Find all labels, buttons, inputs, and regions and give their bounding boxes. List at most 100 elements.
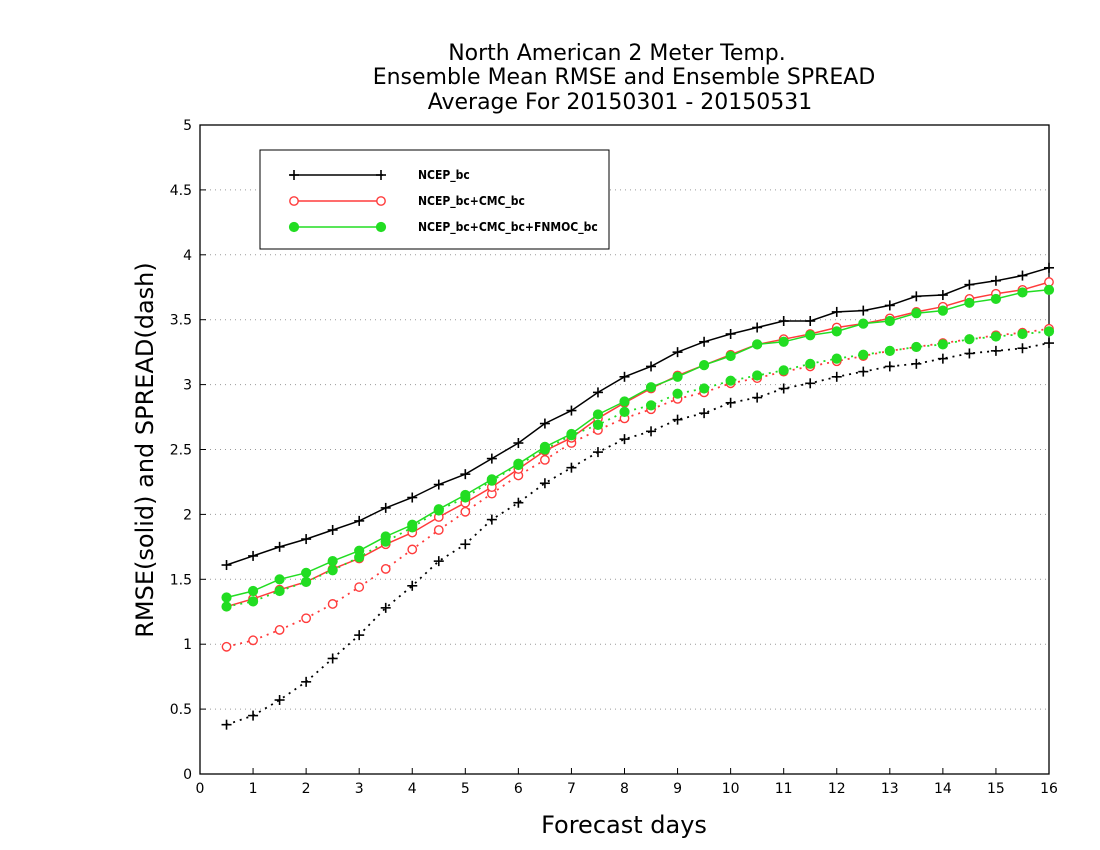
y-tick-label-7: 3.5 — [170, 313, 192, 329]
series-1-spread-point-12 — [540, 454, 550, 465]
x-tick-label-13: 13 — [881, 781, 899, 797]
series-0-spread-point-28 — [964, 348, 975, 359]
series-0-spread-point-9 — [460, 539, 471, 550]
series-2-rmse-point-2 — [274, 574, 285, 585]
series-0-rmse-point-20 — [752, 322, 763, 333]
series-2-spread-point-27 — [937, 339, 948, 350]
series-0-spread-point-7 — [407, 580, 418, 591]
x-tick-label-8: 8 — [620, 781, 629, 797]
y-axis-label: RMSE(solid) and SPREAD(dash) — [131, 262, 159, 638]
series-0-spread-line — [226, 342, 1050, 726]
series-1-spread-point-1 — [248, 635, 258, 646]
series-2-rmse-point-5 — [354, 545, 365, 556]
series-2-rmse-point-10 — [486, 474, 497, 485]
series-0-rmse-point-6 — [380, 502, 391, 513]
series-0-spread-point-19 — [725, 397, 736, 408]
series-2-rmse-point-6 — [380, 531, 391, 542]
series-0-rmse-point-0 — [221, 560, 232, 571]
legend-label-2: NCEP_bc+CMC_bc+FNMOC_bc — [418, 220, 598, 235]
series-0-spread-point-14 — [592, 447, 603, 458]
x-tick-label-15: 15 — [987, 781, 1005, 797]
series-2-rmse-point-27 — [937, 305, 948, 316]
series-0-spread-point-27 — [937, 353, 948, 364]
series-0-rmse-point-21 — [778, 315, 789, 326]
series-2-rmse-point-16 — [645, 382, 657, 393]
series-2-rmse-point-0 — [221, 592, 232, 603]
y-tick-label-5: 2.5 — [170, 443, 192, 459]
title-line-3: Average For 20150301 - 20150531 — [428, 90, 813, 115]
series-0-spread-point-26 — [911, 358, 922, 369]
series-0-spread-point-18 — [699, 408, 710, 419]
series-2-spread-point-23 — [831, 353, 842, 364]
x-tick-label-2: 2 — [302, 781, 311, 797]
series-2-spread-point-2 — [274, 585, 285, 597]
series-1-spread-point-7 — [407, 544, 418, 555]
series-2-rmse-point-11 — [513, 458, 524, 469]
series-0-spread-point-15 — [619, 434, 630, 445]
x-tick-label-16: 16 — [1040, 781, 1058, 797]
series-2-spread-point-26 — [911, 341, 922, 353]
series-2-rmse-point-25 — [884, 315, 895, 327]
series-0-spread-point-11 — [513, 497, 524, 508]
series-2-spread-point-18 — [698, 383, 710, 394]
series-0-spread-point-10 — [486, 514, 497, 525]
series-1-rmse-line — [226, 281, 1050, 608]
series-2-spread-point-4 — [327, 565, 338, 576]
series-1-spread-point-3 — [301, 613, 312, 624]
series-0-rmse-point-30 — [1017, 270, 1028, 281]
series-2-rmse-point-13 — [566, 428, 577, 440]
series-0-spread-point-5 — [354, 630, 365, 641]
x-tick-label-3: 3 — [355, 781, 364, 797]
series-0-rmse-point-25 — [884, 300, 895, 311]
series-2-spread-point-19 — [725, 375, 736, 386]
series-2-spread-point-17 — [672, 388, 683, 399]
series-0-rmse-point-2 — [274, 541, 285, 552]
legend-marker-left-0 — [289, 170, 299, 180]
series-0-spread-point-3 — [301, 676, 312, 687]
series-0-spread-point-16 — [646, 426, 657, 437]
series-0-rmse-point-10 — [486, 453, 497, 464]
y-tick-label-10: 5 — [183, 118, 192, 134]
series-0-rmse-point-17 — [672, 347, 683, 358]
series-0-spread-point-2 — [274, 695, 285, 706]
series-0-rmse-point-22 — [805, 315, 816, 326]
series-0-spread-point-23 — [831, 371, 842, 382]
x-tick-label-10: 10 — [722, 781, 740, 797]
series-0-rmse-point-24 — [858, 305, 869, 316]
y-tick-label-8: 4 — [183, 248, 192, 264]
series-2-rmse-point-14 — [592, 409, 604, 420]
series-2-rmse-point-20 — [752, 339, 763, 350]
series-1-spread-point-0 — [221, 641, 232, 652]
series-2-rmse-point-23 — [831, 326, 842, 337]
series-1-spread-point-4 — [327, 599, 338, 609]
legend-marker-right-2 — [375, 221, 387, 233]
series-2-rmse-point-17 — [672, 371, 683, 382]
series-2-rmse-point-4 — [327, 556, 338, 567]
series-2-rmse-point-7 — [407, 519, 418, 530]
series-1-spread-point-2 — [274, 625, 285, 635]
series-0-rmse-point-1 — [248, 550, 259, 561]
y-tick-label-4: 2 — [183, 507, 192, 523]
series-0-spread-point-20 — [752, 392, 763, 403]
series-2-rmse-point-18 — [698, 360, 710, 371]
series-0-rmse-point-11 — [513, 438, 524, 449]
series-0-spread-point-31 — [1044, 338, 1054, 349]
x-tick-label-9: 9 — [673, 781, 682, 797]
series-0-rmse-point-26 — [911, 291, 922, 302]
series-0-spread-point-21 — [778, 383, 789, 394]
series-2-spread-point-28 — [964, 334, 975, 345]
y-axis-ticks: 0 0.5 1 1.5 2 2.5 3 3.5 4 4.5 5 — [170, 118, 206, 783]
legend-label-0: NCEP_bc — [418, 168, 470, 183]
series-0-spread-point-13 — [566, 462, 577, 473]
x-tick-label-5: 5 — [461, 781, 470, 797]
series-2-rmse-point-3 — [301, 567, 312, 578]
series-2-spread-point-29 — [990, 331, 1002, 342]
series-0-rmse-point-18 — [699, 336, 710, 347]
legend-marker-left-1 — [289, 196, 299, 206]
x-tick-label-6: 6 — [514, 781, 523, 797]
series-0-rmse-point-12 — [539, 418, 550, 429]
series-0-spread-point-25 — [884, 361, 895, 372]
series-2-rmse-point-12 — [539, 441, 551, 453]
series-1-spread-point-8 — [433, 525, 444, 535]
y-tick-label-2: 1 — [183, 637, 192, 653]
